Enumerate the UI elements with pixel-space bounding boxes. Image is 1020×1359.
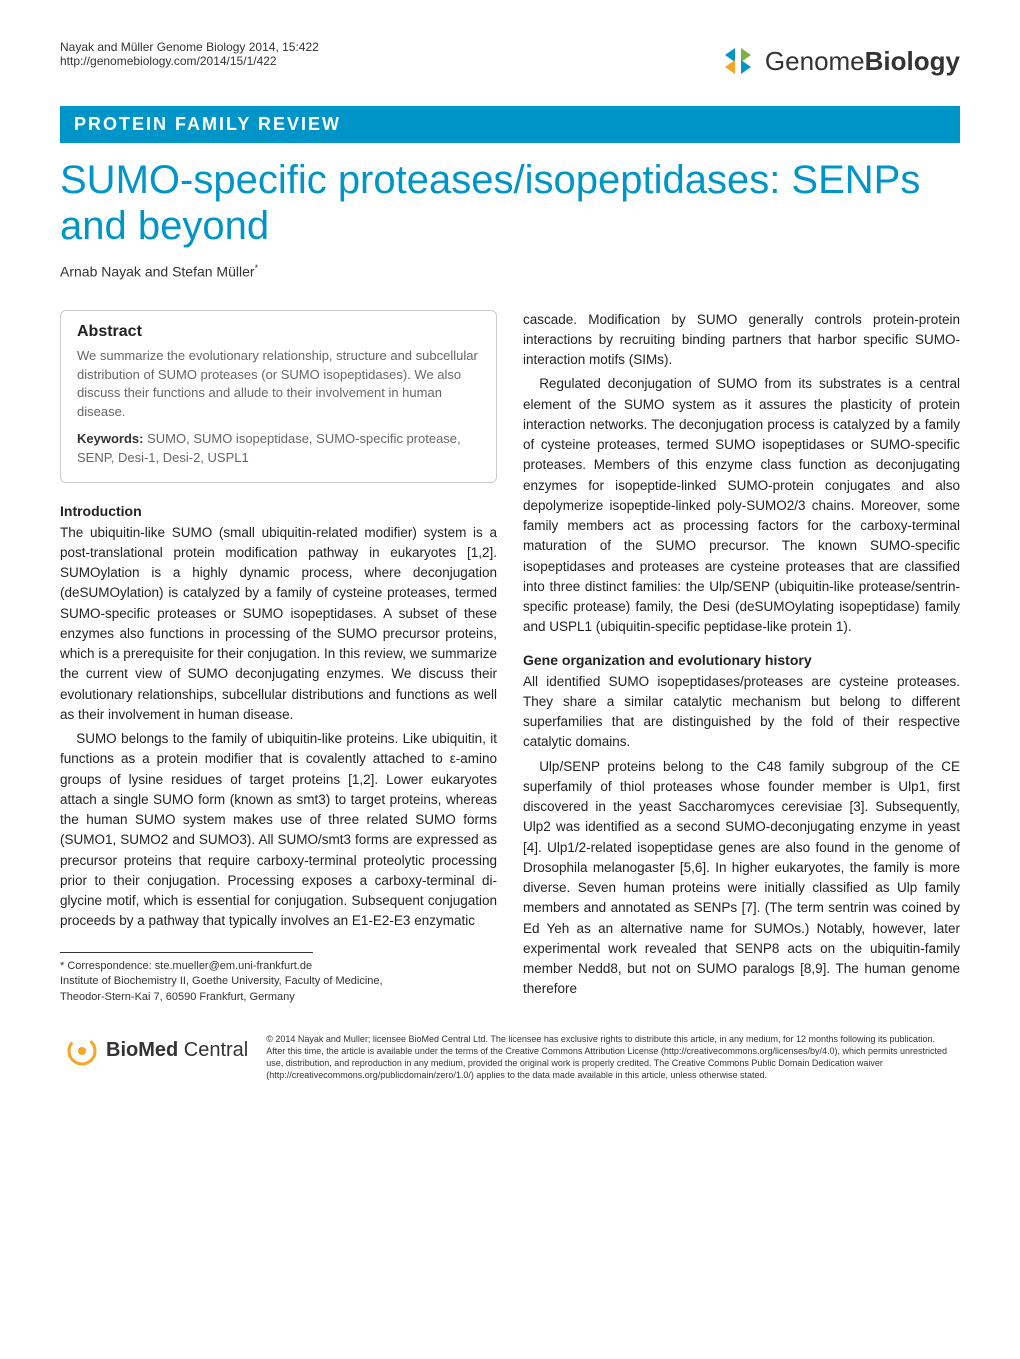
author-line: Arnab Nayak and Stefan Müller* [60,263,960,280]
left-column: Abstract We summarize the evolutionary r… [60,310,497,1005]
keywords-label: Keywords: [77,431,143,446]
journal-logo: GenomeBiology [717,40,960,82]
article-title: SUMO-specific proteases/isopeptidases: S… [60,157,960,249]
license-text: © 2014 Nayak and Muller; licensee BioMed… [266,1033,956,1082]
biomedcentral-logo: BioMed Central [64,1033,248,1069]
bmc-icon [64,1033,100,1069]
citation-block: Nayak and Müller Genome Biology 2014, 15… [60,40,319,68]
keywords-line: Keywords: SUMO, SUMO isopeptidase, SUMO-… [77,430,480,468]
intro-p2: SUMO belongs to the family of ubiquitin-… [60,729,497,932]
affiliation-line-1: Institute of Biochemistry II, Goethe Uni… [60,975,383,987]
abstract-heading: Abstract [77,323,480,341]
logo-word-genome: Genome [765,46,865,76]
two-column-layout: Abstract We summarize the evolutionary r… [60,310,960,1005]
abstract-text: We summarize the evolutionary relationsh… [77,347,480,422]
correspondence-divider [60,952,313,953]
correspondence-label: * Correspondence: [60,960,152,972]
intro-p1: The ubiquitin-like SUMO (small ubiquitin… [60,523,497,726]
logo-word-biology: Biology [865,46,960,76]
corresponding-mark: * [255,263,259,273]
abstract-box: Abstract We summarize the evolutionary r… [60,310,497,483]
affiliation-line-2: Theodor-Stern-Kai 7, 60590 Frankfurt, Ge… [60,991,295,1003]
bmc-word-central: Central [178,1039,248,1061]
gene-org-heading: Gene organization and evolutionary histo… [523,652,960,668]
right-column: cascade. Modification by SUMO generally … [523,310,960,1005]
intro-p4: Regulated deconjugation of SUMO from its… [523,374,960,637]
bmc-text: BioMed Central [106,1039,248,1062]
footer: BioMed Central © 2014 Nayak and Muller; … [60,1033,960,1082]
citation-line-1: Nayak and Müller Genome Biology 2014, 15… [60,40,319,54]
correspondence-block: * Correspondence: ste.mueller@em.uni-fra… [60,959,497,1005]
intro-p3: cascade. Modification by SUMO generally … [523,310,960,371]
author-names: Arnab Nayak and Stefan Müller [60,264,255,280]
gene-org-p2: Ulp/SENP proteins belong to the C48 fami… [523,757,960,1000]
page-container: Nayak and Müller Genome Biology 2014, 15… [0,0,1020,1121]
article-type-banner: PROTEIN FAMILY REVIEW [60,106,960,143]
gene-org-p1: All identified SUMO isopeptidases/protea… [523,672,960,753]
logo-icon [717,40,759,82]
citation-link[interactable]: http://genomebiology.com/2014/15/1/422 [60,54,319,68]
bmc-word-biomed: BioMed [106,1039,178,1061]
logo-text: GenomeBiology [765,46,960,77]
correspondence-email[interactable]: ste.mueller@em.uni-frankfurt.de [155,960,312,972]
introduction-heading: Introduction [60,503,497,519]
header: Nayak and Müller Genome Biology 2014, 15… [60,40,960,82]
